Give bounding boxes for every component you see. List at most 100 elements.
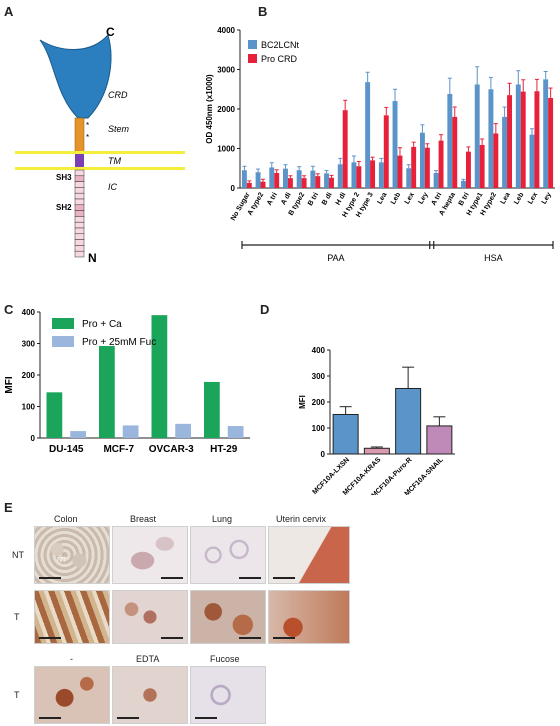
chart-b-bar <box>543 79 549 188</box>
chart-b-bar <box>392 101 398 188</box>
chart-c-bar <box>122 425 139 438</box>
chart-b-bar <box>493 133 499 188</box>
ic-segment <box>74 169 85 177</box>
chart-b-legend-label: Pro CRD <box>261 54 298 64</box>
membrane-bottom <box>15 167 185 170</box>
chart-b-bar <box>283 168 288 188</box>
sh3-label: SH3 <box>56 173 72 182</box>
chart-c-bar <box>70 431 86 438</box>
ic-segment <box>74 181 85 188</box>
chart-c-legend-label: Pro + Ca <box>82 319 122 330</box>
chart-b-x-tick-label: Ley <box>418 191 430 205</box>
stem-label: Stem <box>108 124 130 134</box>
chart-b-x-tick-label: B tri <box>307 191 320 207</box>
chart-b-bar <box>515 84 521 188</box>
chart-b-bar <box>529 134 535 188</box>
ic-segment <box>74 239 85 246</box>
chart-b-bar <box>337 164 343 188</box>
chart-b-bar <box>474 84 480 188</box>
chart-b-bar <box>411 146 417 188</box>
panel-label-a: A <box>4 4 14 19</box>
chart-c-legend-label: Pro + 25mM Fuc <box>82 337 156 348</box>
chart-c-bar <box>227 426 244 438</box>
ic-segment <box>74 216 85 223</box>
chart-b-x-tick-label: H di <box>335 191 348 206</box>
chart-d-y-tick-label: 0 <box>321 450 326 459</box>
histology-cervix-nt <box>268 526 350 584</box>
chart-b-bar <box>329 177 334 188</box>
ic-segment <box>74 175 85 182</box>
ic-segment <box>74 221 85 229</box>
chart-b-x-tick-label: A tri <box>430 191 443 206</box>
chart-b-bar <box>260 181 266 188</box>
chart-b-bar <box>419 132 425 188</box>
chart-b-bar <box>324 173 330 188</box>
ic-domain <box>74 169 85 258</box>
chart-b-bar <box>378 162 384 188</box>
column-label-uterin-cervix: Uterin cervix <box>276 514 327 524</box>
ic-segment <box>74 192 85 200</box>
membrane-top <box>15 151 185 154</box>
column-label-fucose: Fucose <box>210 654 240 664</box>
column-label-breast: Breast <box>130 514 157 524</box>
column-label-lung: Lung <box>212 514 233 524</box>
chart-b-x-tick-label: A tri <box>266 191 279 206</box>
histology-lung-t <box>190 590 266 644</box>
chart-b-bar <box>534 91 540 188</box>
histology-breast-t <box>112 590 188 644</box>
chart-b-bar <box>269 167 275 188</box>
chart-b-x-tick-label: Lex <box>404 191 416 205</box>
chart-d-bar <box>426 425 453 455</box>
column-label-control: - <box>70 654 73 664</box>
n-terminus-label: N <box>88 251 97 265</box>
chart-b-x-tick-label: No Sugar <box>230 191 252 222</box>
histology-lung-nt <box>190 526 266 584</box>
ic-segment <box>74 210 85 217</box>
chart-c-bar <box>99 346 115 438</box>
c-terminus-label: C <box>106 25 115 39</box>
chart-b-bar <box>301 178 307 188</box>
chart-b-bar <box>479 144 485 188</box>
histology-colon-nt: NT <box>34 526 110 584</box>
chart-b-bar <box>241 170 247 188</box>
column-label-colon: Colon <box>54 514 78 524</box>
crd-domain-shape <box>39 33 112 119</box>
ic-segment <box>74 198 85 206</box>
chart-b-y-tick-label: 2000 <box>217 105 235 114</box>
row-label-t: T <box>14 612 20 622</box>
ic-segment <box>74 245 85 252</box>
chart-b-bar <box>351 162 357 188</box>
scale-bar <box>195 717 217 719</box>
chart-c-y-tick-label: 200 <box>22 371 36 380</box>
chart-b-group-label: HSA <box>484 253 503 263</box>
histology-t-control <box>34 666 110 724</box>
chart-b-y-axis-label: OD 450nm (x1000) <box>205 74 214 144</box>
chart-d-y-axis-label: MFI <box>298 395 307 409</box>
ic-segment <box>74 233 85 240</box>
chart-c-x-tick-label: OVCAR-3 <box>149 444 194 455</box>
chart-c-legend-swatch <box>52 318 74 329</box>
chart-b-bar <box>342 110 348 188</box>
chart-d: 0100200300400MFIMCF10A-LXSNMCF10A-KRASMC… <box>298 346 455 495</box>
chart-b-y-tick-label: 4000 <box>217 26 235 35</box>
chart-b-x-tick-label: B di <box>321 191 334 206</box>
stem-domain <box>74 117 85 153</box>
column-label-edta: EDTA <box>136 654 160 664</box>
chart-d-y-tick-label: 100 <box>312 424 326 433</box>
domain-diagram: C CRD * * Stem TM SH3 SH2 IC N <box>15 25 185 265</box>
tile-nt-label: NT <box>57 557 67 564</box>
crd-label: CRD <box>108 90 128 100</box>
chart-b-x-tick-label: Lea <box>500 191 512 205</box>
chart-b-bar <box>287 178 293 188</box>
chart-b-x-tick-label: Leb <box>513 192 525 206</box>
chart-b-bar <box>356 166 362 188</box>
chart-b-x-tick-label: B tri <box>458 191 471 207</box>
chart-b-x-tick-label: Ley <box>541 191 553 205</box>
chart-b-bar <box>365 82 371 188</box>
chart-d-y-tick-label: 200 <box>312 398 326 407</box>
chart-c-y-tick-label: 300 <box>22 340 36 349</box>
chart-b-bar <box>433 172 439 188</box>
panel-label-b: B <box>258 4 268 19</box>
chart-b-bar <box>548 97 554 188</box>
chart-b-legend-swatch <box>248 54 257 63</box>
